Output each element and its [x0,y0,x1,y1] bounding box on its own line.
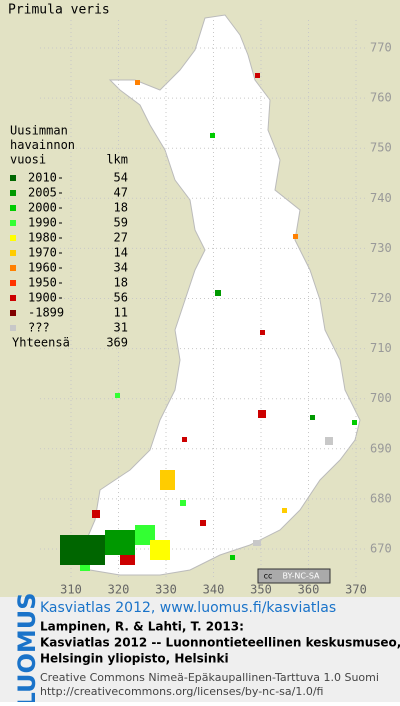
y-tick-label: 670 [370,542,392,556]
observation-dots [60,73,357,571]
legend-label: 2010- [28,171,64,185]
legend-count: 47 [114,186,128,200]
y-tick-label: 770 [370,41,392,55]
y-tick-label: 700 [370,391,392,405]
dot [92,510,100,518]
dot-cluster [160,470,175,490]
legend-count: 11 [114,306,128,320]
legend-label: 2000- [28,201,64,215]
y-tick-label: 710 [370,341,392,355]
y-tick-label: 730 [370,241,392,255]
legend-count: 54 [114,171,128,185]
legend-heading: vuosi [10,153,46,167]
legend-swatch [10,235,16,241]
dot [352,420,357,425]
legend-heading: Uusimman [10,124,68,138]
dot [282,508,287,513]
legend-label: 1950- [28,276,64,290]
legend-label: 1900- [28,291,64,305]
legend-label: 1960- [28,261,64,275]
dot [210,133,215,138]
legend-count: 14 [114,246,128,260]
legend-count: 18 [114,276,128,290]
title: Primula veris [8,3,110,18]
legend-label: 2005- [28,186,64,200]
dot [135,80,140,85]
y-tick-label: 680 [370,491,392,505]
y-tick-label: 720 [370,291,392,305]
dot [230,555,235,560]
y-tick-label: 760 [370,91,392,105]
y-tick-label: 750 [370,141,392,155]
dot [180,500,186,506]
legend-count: 27 [114,231,128,245]
dot [325,437,333,445]
x-tick-label: 370 [345,583,367,597]
dot-cluster [120,555,135,565]
legend-swatch [10,190,16,196]
dot-cluster [150,540,170,560]
dot-cluster [105,530,135,555]
badge-box [257,568,331,584]
x-tick-label: 340 [203,583,225,597]
badge-text: BY-NC-SA [282,572,320,581]
legend-count: 18 [114,201,128,215]
dot [182,437,187,442]
legend-heading: havainnon [10,138,75,152]
x-tick-label: 320 [108,583,130,597]
legend-label: 1990- [28,216,64,230]
legend-count: 59 [114,216,128,230]
badge-icon: cc [264,572,273,581]
legend-swatch [10,250,16,256]
x-tick-label: 350 [250,583,272,597]
legend-swatch [10,220,16,226]
legend-label: -1899 [28,306,64,320]
logo: LUOMUS [13,593,41,702]
citation-line: Lampinen, R. & Lahti, T. 2013: [40,620,244,634]
legend-swatch [10,310,16,316]
legend-swatch [10,205,16,211]
legend-swatch [10,280,16,286]
x-tick-label: 310 [60,583,82,597]
dot [310,415,315,420]
x-tick-label: 330 [155,583,177,597]
legend-count-heading: lkm [106,153,128,167]
dot [260,330,265,335]
y-tick-label: 740 [370,191,392,205]
dot [200,520,206,526]
legend-label: 1980- [28,231,64,245]
legend-swatch [10,265,16,271]
legend-label: 1970- [28,246,64,260]
legend-total-label: Yhteensä [12,336,70,350]
legend-count: 56 [114,291,128,305]
x-tick-label: 360 [298,583,320,597]
dot [253,540,261,546]
dot-cluster [60,535,105,565]
license-line: http://creativecommons.org/licenses/by-n… [40,685,323,698]
legend-label: ??? [28,321,50,335]
license-line: Creative Commons Nimeä-Epäkaupallinen-Ta… [40,671,379,684]
legend-swatch [10,325,16,331]
license-badge: cc BY-NC-SA [257,568,331,584]
legend-swatch [10,295,16,301]
dot [80,565,90,571]
legend-count: 31 [114,321,128,335]
footer-background [0,597,400,702]
legend-total: 369 [106,336,128,350]
dot [293,234,298,239]
y-tick-label: 690 [370,441,392,455]
dot [255,73,260,78]
legend-count: 34 [114,261,128,275]
dot [215,290,221,296]
grid [40,20,368,580]
dot [115,393,120,398]
dot [258,410,266,418]
citation-line: Kasviatlas 2012 -- Luonnontieteellinen k… [40,636,400,650]
citation-line: Helsingin yliopisto, Helsinki [40,652,229,666]
legend-swatch [10,175,16,181]
link[interactable]: Kasviatlas 2012, www.luomus.fi/kasviatla… [40,600,336,616]
